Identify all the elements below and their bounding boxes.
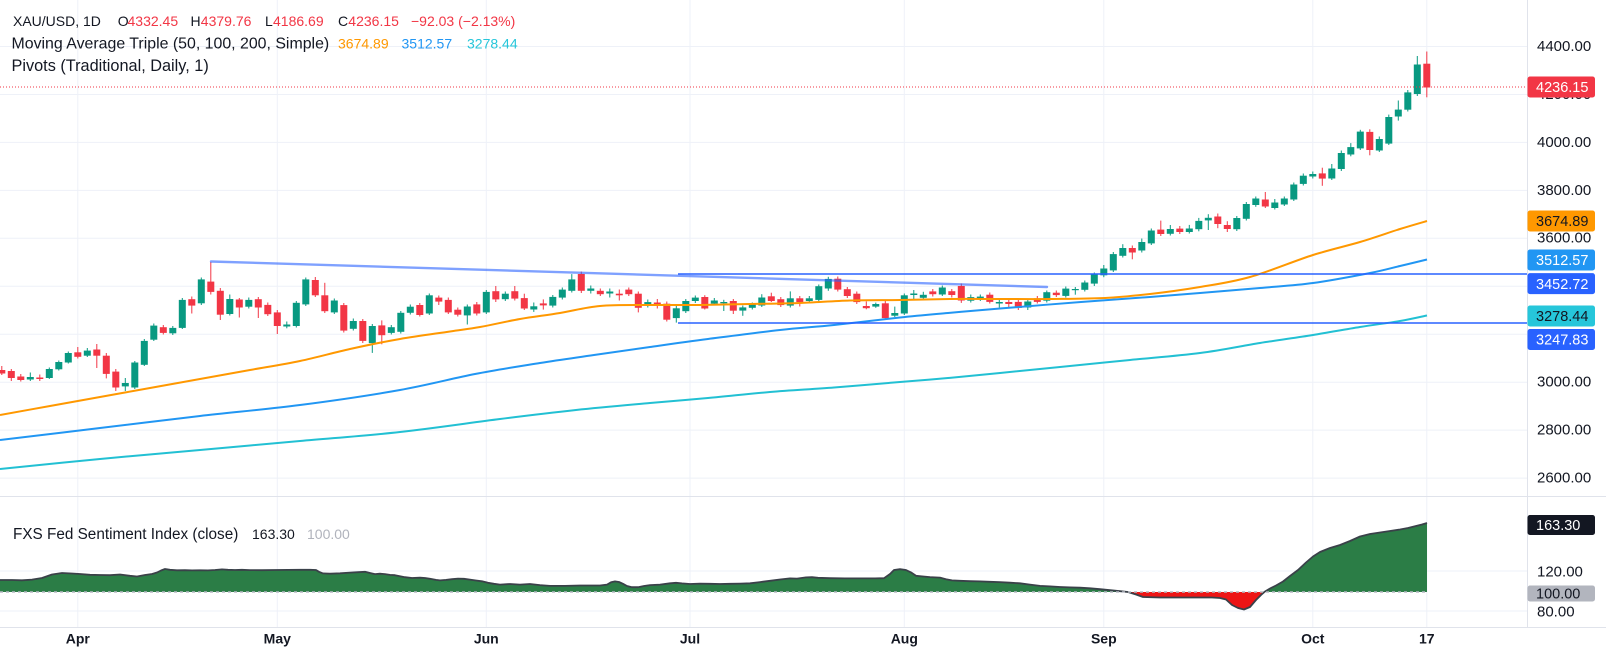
- svg-text:O: O: [118, 13, 129, 29]
- svg-text:17: 17: [1419, 631, 1435, 647]
- svg-text:3452.72: 3452.72: [1536, 277, 1588, 293]
- svg-text:−92.03 (−2.13%): −92.03 (−2.13%): [411, 13, 515, 29]
- svg-text:100.00: 100.00: [1536, 587, 1580, 603]
- svg-text:3278.44: 3278.44: [1536, 309, 1588, 325]
- svg-text:May: May: [264, 631, 291, 647]
- svg-text:120.00: 120.00: [1537, 563, 1583, 580]
- svg-text:2800.00: 2800.00: [1537, 422, 1591, 439]
- svg-text:2600.00: 2600.00: [1537, 469, 1591, 486]
- svg-text:Moving Average Triple (50, 100: Moving Average Triple (50, 100, 200, Sim…: [12, 36, 330, 53]
- svg-text:FXS Fed Sentiment Index (close: FXS Fed Sentiment Index (close): [13, 526, 238, 543]
- svg-text:80.00: 80.00: [1537, 603, 1575, 620]
- svg-text:4186.69: 4186.69: [273, 13, 324, 29]
- svg-text:H: H: [191, 13, 201, 29]
- svg-text:Jun: Jun: [474, 631, 499, 647]
- svg-text:Apr: Apr: [66, 631, 91, 647]
- svg-text:4379.76: 4379.76: [201, 13, 252, 29]
- svg-text:100.00: 100.00: [307, 526, 350, 542]
- svg-text:3674.89: 3674.89: [1536, 214, 1588, 230]
- svg-text:Aug: Aug: [891, 631, 918, 647]
- svg-text:Sep: Sep: [1091, 631, 1117, 647]
- svg-text:Oct: Oct: [1301, 631, 1325, 647]
- svg-text:4000.00: 4000.00: [1537, 134, 1591, 151]
- svg-text:3000.00: 3000.00: [1537, 374, 1591, 391]
- svg-text:3512.57: 3512.57: [402, 36, 453, 52]
- svg-text:163.30: 163.30: [1536, 518, 1580, 534]
- svg-text:163.30: 163.30: [252, 526, 295, 542]
- svg-text:3674.89: 3674.89: [338, 36, 389, 52]
- svg-text:3247.83: 3247.83: [1536, 333, 1588, 349]
- svg-text:4236.15: 4236.15: [1536, 80, 1588, 96]
- svg-text:4332.45: 4332.45: [128, 13, 179, 29]
- svg-text:3278.44: 3278.44: [467, 36, 518, 52]
- svg-text:3600.00: 3600.00: [1537, 230, 1591, 247]
- svg-text:4400.00: 4400.00: [1537, 38, 1591, 55]
- svg-text:L: L: [265, 13, 273, 29]
- svg-text:Jul: Jul: [680, 631, 700, 647]
- svg-text:XAU/USD, 1D: XAU/USD, 1D: [13, 13, 101, 29]
- svg-text:3512.57: 3512.57: [1536, 253, 1588, 269]
- svg-text:C: C: [338, 13, 348, 29]
- svg-text:4236.15: 4236.15: [348, 13, 399, 29]
- svg-text:Pivots (Traditional, Daily, 1): Pivots (Traditional, Daily, 1): [12, 57, 209, 75]
- svg-text:3800.00: 3800.00: [1537, 182, 1591, 199]
